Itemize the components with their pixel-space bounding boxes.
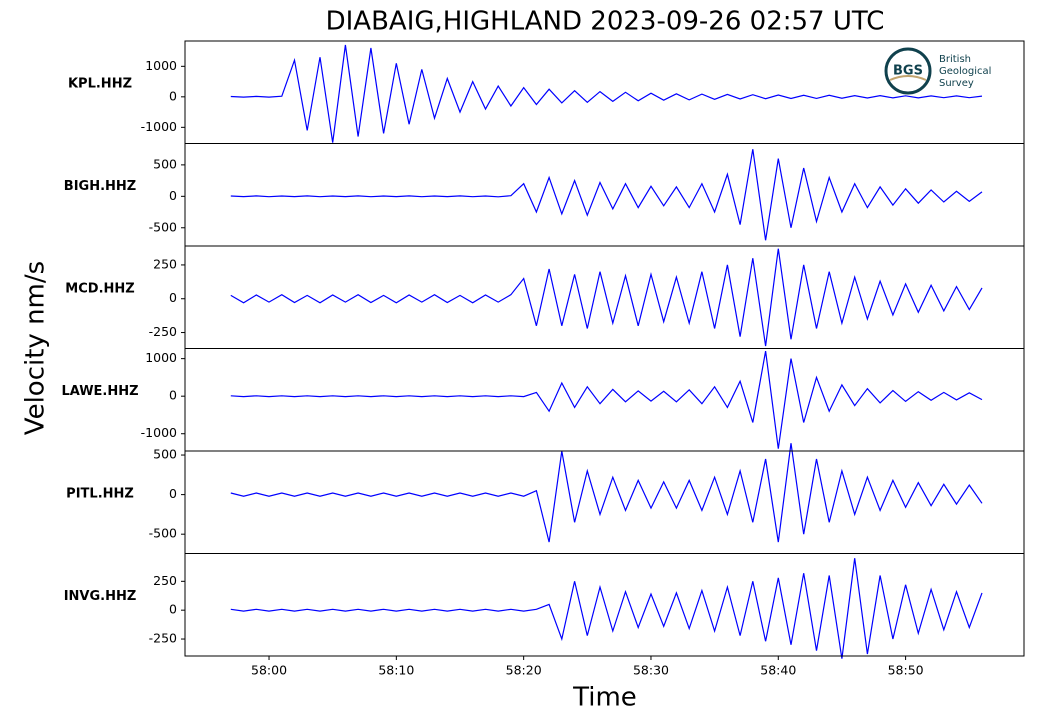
station-label: PITL.HHZ	[66, 487, 134, 502]
station-label: MCD.HHZ	[65, 282, 134, 297]
x-tick-label: 58:10	[378, 663, 414, 678]
panel-frame	[184, 553, 1025, 657]
y-tick-label: -500	[149, 219, 177, 234]
y-tick-label: -1000	[141, 119, 177, 134]
waveform	[230, 149, 983, 241]
station-label: BIGH.HHZ	[64, 179, 136, 194]
x-tick-label: 58:00	[251, 663, 287, 678]
y-tick-label: 0	[169, 290, 177, 305]
chart-title: DIABAIG,HIGHLAND 2023-09-26 02:57 UTC	[326, 7, 885, 37]
y-tick-label: 250	[153, 573, 177, 588]
x-tick-label: 58:50	[888, 663, 924, 678]
logo-ring	[884, 47, 932, 95]
waveform	[230, 248, 983, 347]
station-label: INVG.HHZ	[64, 589, 137, 604]
y-tick-label: 0	[169, 602, 177, 617]
y-tick-label: 0	[169, 486, 177, 501]
y-tick-label: 500	[153, 156, 177, 171]
y-tick-label: 1000	[145, 350, 177, 365]
x-tick-label: 58:40	[760, 663, 796, 678]
x-tick-label: 58:30	[633, 663, 669, 678]
logo-text: British	[939, 54, 971, 65]
waveform	[230, 350, 983, 449]
y-tick-label: 0	[169, 88, 177, 103]
y-axis-label: Velocity nm/s	[21, 261, 51, 435]
waveform	[230, 44, 983, 143]
y-tick-label: 0	[169, 388, 177, 403]
logo-text: Geological	[939, 66, 991, 77]
x-axis-label: Time	[572, 683, 637, 713]
waveform	[230, 558, 983, 659]
y-tick-label: -1000	[141, 425, 177, 440]
logo-wave	[889, 75, 927, 81]
y-tick-label: 0	[169, 188, 177, 203]
y-tick-label: 1000	[145, 58, 177, 73]
logo-abbr: BGS	[893, 64, 923, 79]
y-tick-label: -250	[149, 324, 177, 339]
waveform	[230, 443, 983, 543]
station-label: LAWE.HHZ	[61, 384, 138, 399]
y-tick-label: -500	[149, 526, 177, 541]
y-tick-label: -250	[149, 631, 177, 646]
station-label: KPL.HHZ	[68, 77, 132, 92]
panel-frame	[184, 348, 1025, 452]
x-tick-label: 58:20	[506, 663, 542, 678]
logo-text: Survey	[939, 78, 974, 89]
y-tick-label: 500	[153, 447, 177, 462]
y-tick-label: 250	[153, 256, 177, 271]
logo: BGS British Geological Survey	[884, 47, 991, 95]
panel-frame	[184, 143, 1025, 247]
